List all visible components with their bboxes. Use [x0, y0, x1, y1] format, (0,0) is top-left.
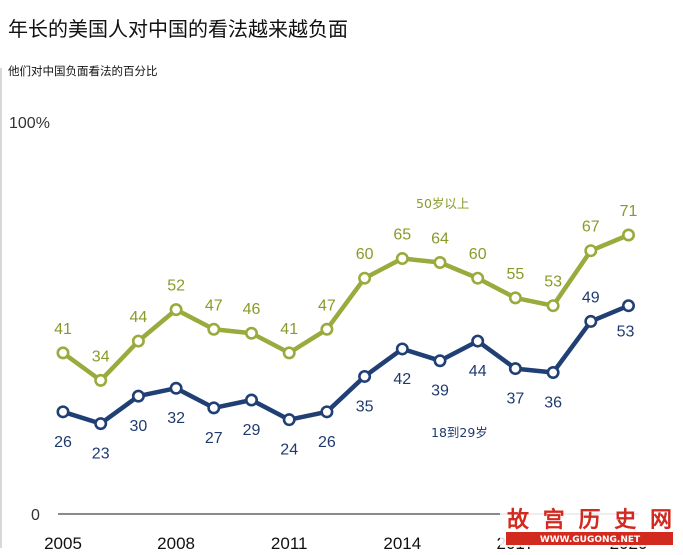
data-label: 71 [620, 203, 638, 220]
data-point [546, 299, 560, 313]
data-label: 60 [469, 246, 487, 263]
data-label: 42 [393, 371, 411, 388]
data-point [433, 354, 447, 368]
data-label: 24 [280, 442, 298, 459]
y-tick-label: 0 [31, 507, 40, 524]
x-tick-label: 2011 [271, 534, 308, 553]
data-point [358, 271, 372, 285]
data-label: 46 [243, 301, 261, 318]
watermark-url: WWW.GUGONG.NET [540, 535, 641, 545]
data-point [282, 346, 296, 360]
chart-title: 年长的美国人对中国的看法越来越负面 [8, 17, 348, 41]
data-point [621, 299, 635, 313]
data-point [94, 373, 108, 387]
data-label: 37 [507, 391, 525, 408]
data-label: 60 [356, 246, 374, 263]
x-tick-label: 2014 [383, 534, 421, 553]
series-line [62, 303, 630, 426]
data-label: 53 [617, 324, 635, 341]
left-border-rule [0, 68, 2, 548]
data-label: 67 [582, 219, 600, 236]
data-point [433, 255, 447, 269]
data-point [508, 362, 522, 376]
data-point [169, 303, 183, 317]
data-label: 55 [507, 266, 525, 283]
data-point [584, 314, 598, 328]
data-label: 53 [544, 274, 562, 291]
data-label: 27 [205, 430, 223, 447]
series-label: 18到29岁 [431, 425, 488, 440]
data-point [207, 322, 221, 336]
data-label: 64 [431, 230, 449, 247]
data-label: 52 [167, 278, 185, 295]
data-point [94, 417, 108, 431]
data-label: 35 [356, 398, 374, 415]
data-label: 47 [318, 297, 336, 314]
data-label: 41 [54, 321, 72, 338]
series-line [61, 232, 630, 383]
data-point [131, 389, 145, 403]
data-point [471, 334, 485, 348]
data-label: 44 [130, 309, 148, 326]
data-label: 65 [393, 227, 411, 244]
data-label: 47 [205, 297, 223, 314]
data-label: 39 [431, 383, 449, 400]
data-label: 26 [54, 434, 72, 451]
x-tick-label: 2008 [157, 534, 195, 553]
data-point [584, 244, 598, 258]
chart-subtitle: 他们对中国负面看法的百分比 [8, 64, 158, 78]
watermark-url-band [506, 532, 673, 545]
data-point [320, 405, 334, 419]
x-tick-label: 2005 [44, 534, 82, 553]
data-point [395, 252, 409, 266]
data-label: 30 [130, 418, 148, 435]
data-label: 49 [582, 289, 600, 306]
data-point [508, 291, 522, 305]
data-label: 41 [280, 321, 298, 338]
series-label: 50岁以上 [416, 196, 469, 211]
data-point [207, 401, 221, 415]
data-label: 36 [544, 395, 562, 412]
watermark-logo: 故宫历史网 WWW.GUGONG.NET [500, 503, 678, 547]
data-point [621, 228, 635, 242]
data-point [395, 342, 409, 356]
data-point [358, 369, 372, 383]
data-label: 34 [92, 348, 110, 365]
data-point [56, 405, 70, 419]
data-point [546, 366, 560, 380]
data-point [169, 381, 183, 395]
data-point [471, 271, 485, 285]
data-label: 23 [92, 446, 110, 463]
data-point [245, 326, 259, 340]
data-point [245, 393, 259, 407]
data-point [282, 413, 296, 427]
data-label: 26 [318, 434, 336, 451]
data-point [320, 322, 334, 336]
data-label: 44 [469, 363, 487, 380]
y-tick-label: 100% [9, 115, 50, 132]
data-point [56, 346, 70, 360]
data-label: 29 [243, 422, 261, 439]
data-point [131, 334, 145, 348]
data-label: 32 [167, 410, 185, 427]
